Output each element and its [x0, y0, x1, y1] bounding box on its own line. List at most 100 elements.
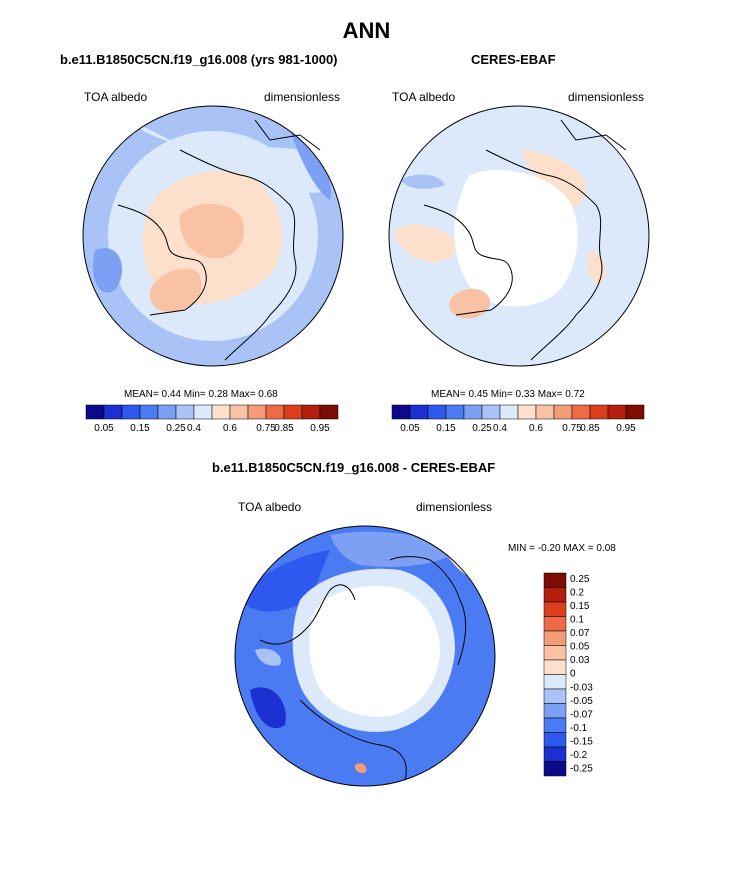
model-units-label: dimensionless — [264, 90, 341, 104]
diff-colorbar-box — [543, 616, 567, 632]
model-colorbar-box — [157, 404, 177, 420]
model-colorbar-tick-label: 0.25 — [166, 423, 186, 434]
obs-max-label: Max= — [537, 389, 563, 400]
obs-colorbar-box — [409, 404, 429, 420]
diff-colorbar-label: 0.25 — [570, 574, 590, 585]
diff-coast-greenland-europe — [299, 699, 407, 781]
model-colorbar-box — [229, 404, 249, 420]
obs-variable-label: TOA albedo — [392, 90, 456, 104]
obs-west-region — [395, 224, 456, 263]
model-coast-asia-north — [254, 119, 321, 151]
model-colorbar-box — [301, 404, 321, 420]
diff-colorbar-box — [543, 717, 567, 733]
obs-colorbar-box — [607, 404, 627, 420]
diff-max-value: 0.08 — [596, 543, 616, 554]
model-colorbar-box — [265, 404, 285, 420]
diff-colorbar-label: 0.2 — [570, 588, 584, 599]
diff-colorbar-label: -0.07 — [570, 709, 593, 720]
obs-polar-map — [389, 106, 649, 366]
obs-north-region — [520, 150, 586, 209]
model-max-value: 0.68 — [258, 389, 278, 400]
obs-coast-eurasia — [485, 149, 603, 361]
obs-colorbar-tick-label: 0.95 — [616, 423, 636, 434]
diff-units-label: dimensionless — [416, 500, 493, 514]
obs-colorbar-box — [391, 404, 411, 420]
diff-colorbar-box — [543, 645, 567, 661]
obs-colorbar-tick-label: 0.15 — [436, 423, 456, 434]
obs-colorbar-box — [427, 404, 447, 420]
obs-min-label: Min= — [490, 389, 513, 400]
obs-colorbar-tick-label: 0.25 — [472, 423, 492, 434]
model-colorbar-box — [319, 404, 339, 420]
diff-positive-south — [354, 763, 367, 774]
model-colorbar-box — [193, 404, 213, 420]
diff-colorbar-box — [543, 746, 567, 762]
diff-polar-map — [235, 526, 495, 786]
model-colorbar-tick-label: 0.6 — [223, 423, 237, 434]
diff-max-label: MAX = — [563, 543, 594, 554]
diff-colorbar-box — [543, 703, 567, 719]
model-mean-value: 0.44 — [161, 389, 181, 400]
diff-colorbar: 0.25 0.2 0.15 0.1 0.07 0.05 0.03 0 -0.03 -0.05 -0.… — [543, 572, 593, 777]
model-greenland — [149, 268, 202, 312]
model-map-border — [82, 105, 344, 367]
obs-colorbar-box — [517, 404, 537, 420]
diff-colorbar-label: 0.03 — [570, 655, 590, 666]
model-colorbar: 0.05 0.15 0.25 0.4 0.6 0.750.85 0.95 — [85, 404, 339, 434]
diff-colorbar-box — [543, 732, 567, 748]
obs-colorbar-box — [499, 404, 519, 420]
obs-coastlines — [423, 119, 627, 361]
diff-colorbar-label: 0.05 — [570, 642, 590, 653]
model-polar-map — [83, 106, 343, 366]
obs-min-value: 0.33 — [515, 389, 535, 400]
model-coast-americas — [117, 204, 207, 316]
diff-colorbar-box — [543, 572, 567, 588]
model-colorbar-tick-label: 0.85 — [274, 423, 294, 434]
obs-ocean-low — [400, 174, 445, 189]
obs-case-title: CERES-EBAF — [471, 52, 556, 67]
diff-colorbar-box — [543, 601, 567, 617]
obs-colorbar: 0.05 0.15 0.25 0.4 0.6 0.750.85 0.95 — [391, 404, 645, 434]
model-min-label: Min= — [183, 389, 206, 400]
diff-colorbar-label: -0.1 — [570, 723, 588, 734]
obs-greenland — [449, 288, 491, 319]
obs-colorbar-tick-label: 0.75 — [562, 423, 582, 434]
obs-colorbar-tick-label: 0.05 — [400, 423, 420, 434]
model-colorbar-box — [103, 404, 123, 420]
model-min-value: 0.28 — [208, 389, 228, 400]
diff-colorbar-label: -0.05 — [570, 696, 593, 707]
obs-colorbar-box — [571, 404, 591, 420]
model-colorbar-tick-label: 0.15 — [130, 423, 150, 434]
model-colorbar-box — [283, 404, 303, 420]
obs-colorbar-box — [445, 404, 465, 420]
diff-arctic-no-data — [309, 586, 440, 717]
model-max-label: Max= — [230, 389, 256, 400]
model-ocean-low-ne — [290, 130, 331, 200]
obs-colorbar-tick-label: 0.85 — [580, 423, 600, 434]
model-mean-label: MEAN= — [124, 389, 159, 400]
obs-arctic-no-data — [454, 170, 578, 307]
model-case-title: b.e11.B1850C5CN.f19_g16.008 (yrs 981-100… — [60, 52, 338, 67]
obs-coast-americas — [423, 204, 513, 316]
diff-min-value: -0.20 — [537, 543, 561, 554]
model-ocean-low — [92, 248, 123, 293]
diff-strong-negative-sw — [250, 687, 286, 729]
diff-colorbar-label: 0 — [570, 669, 576, 680]
diff-colorbar-box — [543, 761, 567, 777]
diff-coastlines — [259, 556, 467, 781]
obs-units-label: dimensionless — [568, 90, 645, 104]
diff-colorbar-label: -0.15 — [570, 736, 593, 747]
diff-colorbar-label: 0.15 — [570, 601, 590, 612]
model-north-band — [130, 120, 330, 193]
model-colorbar-box — [211, 404, 231, 420]
obs-stats: MEAN= 0.45 Min= 0.33 Max= 0.72 — [431, 389, 585, 400]
model-colorbar-tick-label: 0.75 — [256, 423, 276, 434]
obs-colorbar-box — [463, 404, 483, 420]
diff-case-title: b.e11.B1850C5CN.f19_g16.008 - CERES-EBAF — [212, 460, 496, 475]
diff-colorbar-box — [543, 587, 567, 603]
diff-weak-negative-west — [255, 648, 281, 666]
obs-colorbar-box — [481, 404, 501, 420]
diff-map-border — [234, 525, 496, 787]
diff-variable-label: TOA albedo — [238, 500, 302, 514]
